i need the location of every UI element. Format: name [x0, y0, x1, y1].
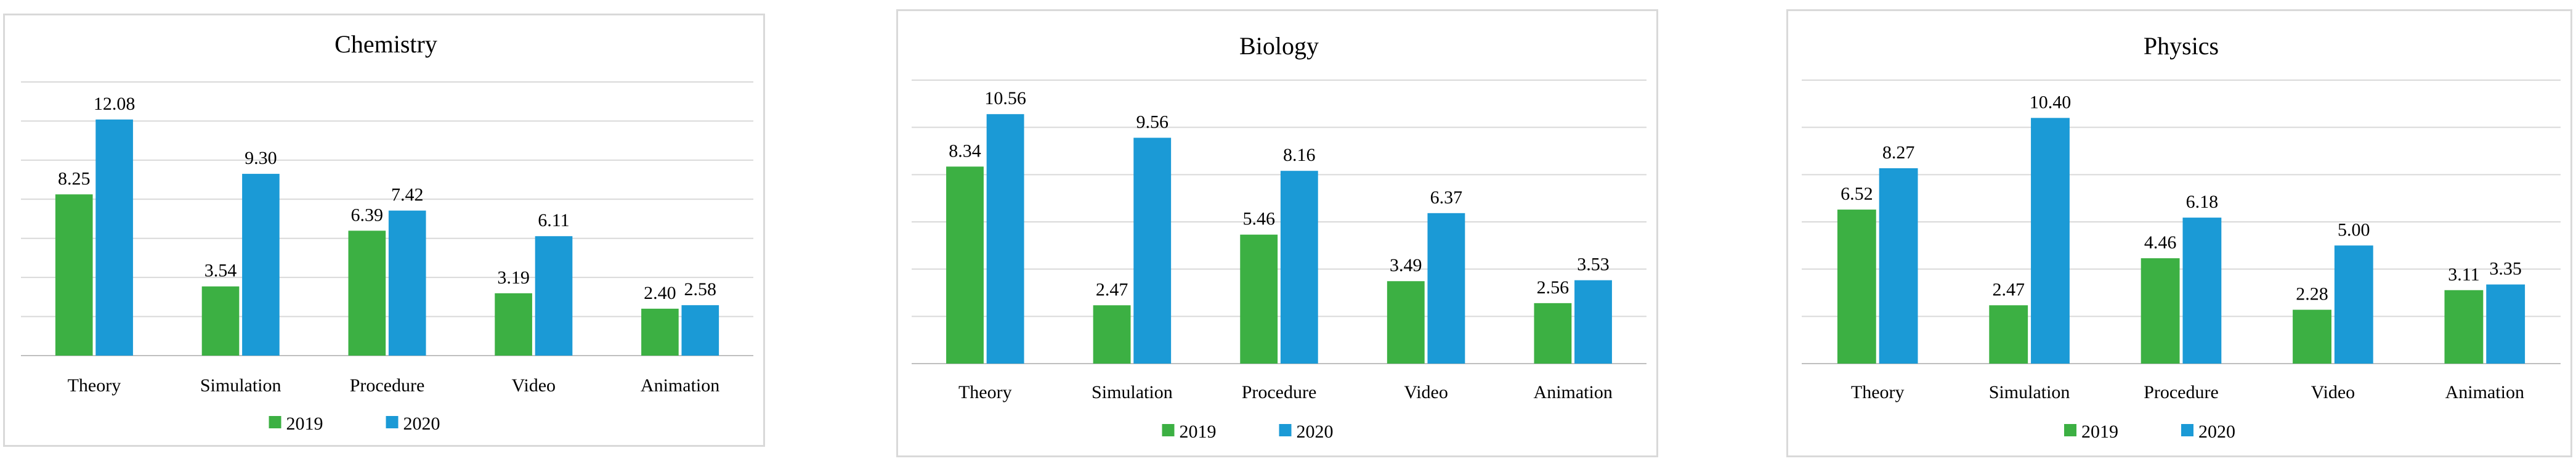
bar-2020-simulation [2031, 118, 2070, 364]
bar-2020-animation [1574, 280, 1612, 364]
bar-2019-simulation [1989, 305, 2028, 364]
data-label-2019-procedure: 6.39 [351, 205, 384, 225]
x-tick-label-theory: Theory [68, 375, 121, 396]
data-label-2019-theory: 8.25 [58, 168, 91, 189]
chart-panel-chemistry: Chemistry 8.25 12.08 Theory 3.54 9.30 Simulati… [3, 14, 765, 447]
data-label-2019-video: 3.19 [497, 267, 530, 288]
data-label-2020-theory: 10.56 [984, 88, 1026, 108]
chart-panel-physics: Physics 6.52 8.27 Theory 2.47 10.40 Simulation… [1786, 9, 2572, 457]
bar-2020-simulation [1133, 137, 1172, 364]
chart-chemistry: Chemistry 8.25 12.08 Theory 3.54 9.30 Simulati… [21, 30, 753, 434]
legend-label-2020: 2020 [1297, 422, 1334, 442]
data-label-2020-video: 5.00 [2338, 219, 2370, 240]
x-tick-label-theory: Theory [958, 382, 1012, 402]
data-label-2020-procedure: 8.16 [1283, 145, 1316, 165]
bar-2020-video [2334, 245, 2373, 364]
x-tick-label-procedure: Procedure [2144, 382, 2219, 402]
data-label-2020-procedure: 6.18 [2186, 192, 2219, 212]
x-tick-label-simulation: Simulation [1989, 382, 2070, 402]
legend-swatch-2020 [2181, 424, 2193, 436]
chart-title: Chemistry [334, 30, 437, 58]
data-label-2019-simulation: 3.54 [205, 261, 237, 281]
x-tick-label-video: Video [1404, 382, 1448, 402]
data-label-2019-procedure: 5.46 [1242, 209, 1274, 229]
data-label-2019-video: 2.28 [2296, 284, 2328, 304]
bar-2019-theory [946, 166, 984, 364]
data-label-2020-simulation: 10.40 [2030, 92, 2072, 112]
bar-2019-simulation [1093, 305, 1131, 364]
data-label-2020-simulation: 9.30 [245, 148, 277, 168]
bar-2020-theory [986, 114, 1024, 364]
x-tick-label-animation: Animation [2445, 382, 2524, 402]
bar-2019-procedure [1240, 234, 1278, 364]
x-tick-label-video: Video [512, 375, 556, 396]
x-tick-label-animation: Animation [1534, 382, 1613, 402]
legend-swatch-2020 [386, 416, 399, 428]
bar-2019-animation [1534, 303, 1572, 364]
chart-title: Biology [1239, 32, 1319, 60]
chart-biology: Biology 8.34 10.56 Theory 2.47 9.56 Simulation… [912, 32, 1646, 442]
bar-2019-animation [641, 308, 679, 356]
data-label-2019-video: 3.49 [1390, 255, 1422, 275]
chart-panel-biology: Biology 8.34 10.56 Theory 2.47 9.56 Simulation… [896, 9, 1658, 457]
data-label-2020-theory: 12.08 [94, 94, 136, 114]
legend-swatch-2019 [1162, 424, 1175, 436]
bar-2019-animation [2444, 290, 2484, 364]
data-label-2019-theory: 8.34 [949, 141, 981, 161]
data-label-2020-simulation: 9.56 [1136, 112, 1169, 133]
legend-label-2020: 2020 [403, 414, 440, 434]
bar-2020-animation [2486, 284, 2525, 364]
bar-2019-simulation [201, 286, 240, 356]
bar-2019-theory [1837, 210, 1876, 364]
legend-swatch-2019 [2064, 424, 2076, 436]
legend-label-2020: 2020 [2198, 422, 2235, 442]
x-tick-label-video: Video [2311, 382, 2355, 402]
x-tick-label-procedure: Procedure [350, 375, 425, 396]
data-label-2020-video: 6.11 [538, 210, 569, 230]
bar-2019-procedure [348, 230, 386, 356]
data-label-2020-theory: 8.27 [1882, 142, 1915, 163]
legend-swatch-2019 [269, 416, 281, 428]
bar-2020-theory [95, 119, 133, 356]
data-label-2020-animation: 3.35 [2489, 259, 2522, 279]
x-tick-label-procedure: Procedure [1242, 382, 1317, 402]
bar-2019-video [1387, 281, 1425, 364]
data-label-2019-animation: 3.11 [2448, 264, 2479, 285]
legend-label-2019: 2019 [1180, 422, 1217, 442]
chart-physics: Physics 6.52 8.27 Theory 2.47 10.40 Simulation… [1802, 32, 2561, 442]
data-label-2020-animation: 2.58 [684, 279, 717, 300]
data-label-2019-simulation: 2.47 [1992, 279, 2025, 300]
bar-2020-procedure [2182, 218, 2222, 364]
data-label-2019-animation: 2.40 [644, 283, 676, 303]
legend-swatch-2020 [1279, 424, 1292, 436]
data-label-2019-animation: 2.56 [1537, 277, 1569, 298]
bar-2019-video [2293, 309, 2331, 364]
bar-2020-simulation [242, 174, 280, 356]
bar-2020-animation [681, 305, 719, 356]
bar-2019-theory [55, 194, 93, 356]
data-label-2020-procedure: 7.42 [391, 185, 424, 205]
bar-2019-procedure [2141, 258, 2180, 364]
bar-2020-procedure [1280, 171, 1318, 364]
data-label-2020-video: 6.37 [1430, 187, 1463, 208]
x-tick-label-simulation: Simulation [1092, 382, 1173, 402]
x-tick-label-simulation: Simulation [200, 375, 281, 396]
bar-2020-video [1427, 213, 1465, 364]
bar-2020-theory [1879, 168, 1918, 364]
x-tick-label-theory: Theory [1851, 382, 1905, 402]
data-label-2019-simulation: 2.47 [1096, 279, 1128, 300]
data-label-2020-animation: 3.53 [1577, 255, 1610, 275]
data-label-2019-theory: 6.52 [1841, 184, 1873, 204]
data-label-2019-procedure: 4.46 [2144, 232, 2177, 253]
x-tick-label-animation: Animation [641, 375, 719, 396]
legend-label-2019: 2019 [2081, 422, 2118, 442]
legend-label-2019: 2019 [286, 414, 323, 434]
chart-title: Physics [2144, 32, 2219, 60]
bar-2019-video [495, 293, 532, 356]
bar-2020-video [535, 236, 573, 356]
bar-2020-procedure [388, 210, 426, 356]
